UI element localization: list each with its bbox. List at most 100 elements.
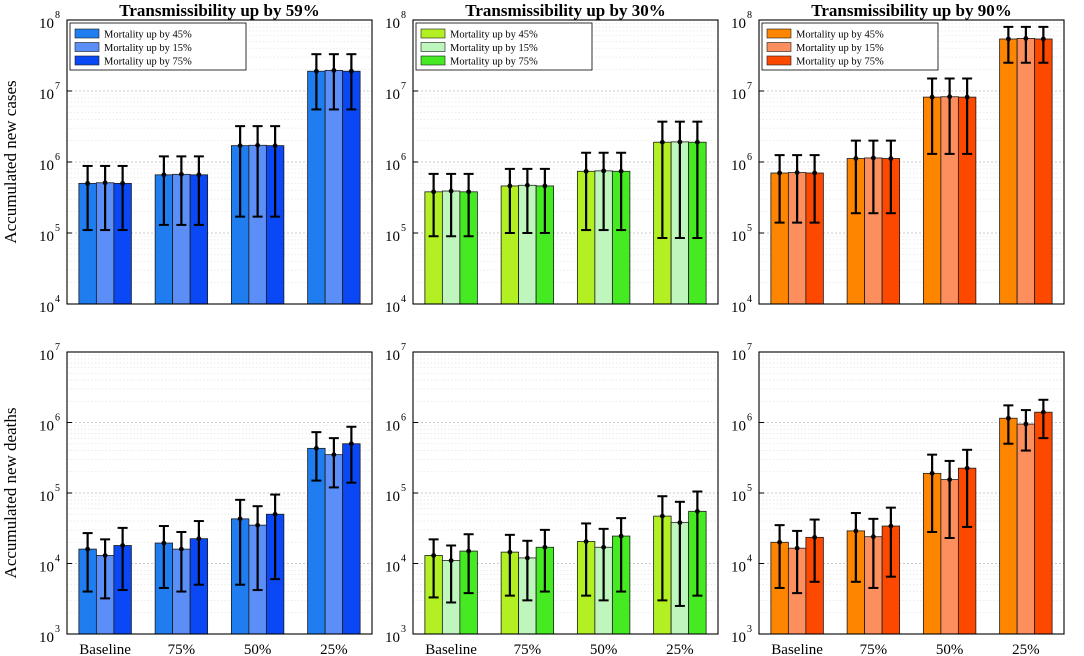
y-tick-exponent: 7 (401, 342, 406, 353)
data-point (794, 545, 800, 551)
legend-swatch (74, 55, 100, 66)
y-tick-exponent: 6 (747, 152, 752, 163)
legend-label: Mortality up by 15% (450, 43, 538, 54)
data-point (1005, 415, 1011, 421)
y-tick-exponent: 8 (55, 10, 60, 21)
x-tick-label: 50% (936, 642, 964, 656)
data-point (178, 171, 184, 177)
x-tick-label: 25% (666, 642, 694, 656)
legend-swatch (420, 42, 446, 52)
data-point (853, 156, 859, 161)
x-tick-label: Baseline (771, 642, 823, 656)
data-point (348, 441, 354, 447)
y-tick-exponent: 6 (55, 413, 60, 424)
legend-box (415, 22, 593, 71)
data-point (659, 139, 665, 145)
data-point (272, 143, 278, 149)
y-tick-label: 10 (39, 419, 54, 435)
x-tick-label: 75% (168, 642, 196, 656)
data-point (964, 465, 970, 471)
y-tick-exponent: 6 (401, 413, 406, 424)
y-tick-exponent: 3 (401, 624, 406, 635)
y-tick-label: 10 (39, 560, 54, 576)
data-point (870, 534, 876, 540)
legend-label: Mortality up by 75% (796, 57, 884, 68)
y-tick-label: 10 (385, 87, 400, 103)
data-point (255, 142, 261, 148)
data-point (1040, 36, 1046, 42)
legend-label: Mortality up by 45% (450, 30, 538, 41)
y-tick-label: 10 (731, 158, 746, 174)
axes-frame (66, 19, 373, 305)
legend-swatch (766, 55, 792, 66)
y-tick-label: 10 (39, 16, 54, 32)
y-tick-label: 10 (39, 87, 54, 103)
x-tick-label: Baseline (425, 642, 477, 656)
axes-frame (412, 351, 719, 635)
legend-swatch (420, 55, 446, 66)
data-point (120, 543, 126, 548)
data-point (178, 546, 184, 552)
data-point (947, 477, 953, 482)
axes-frame (758, 351, 1065, 635)
data-point (507, 549, 513, 555)
data-point (466, 189, 472, 195)
panel-title: Transmissibility up by 30% (465, 1, 665, 20)
data-point (929, 470, 935, 476)
data-point (196, 172, 202, 178)
x-tick-label: 75% (514, 642, 542, 656)
y-tick-exponent: 5 (747, 483, 752, 494)
data-point (677, 139, 683, 145)
y-tick-exponent: 6 (401, 152, 406, 163)
y-tick-label: 10 (731, 16, 746, 32)
y-tick-label: 10 (39, 489, 54, 505)
y-tick-label: 10 (385, 158, 400, 174)
y-tick-exponent: 7 (55, 342, 60, 353)
y-tick-exponent: 5 (55, 223, 60, 234)
y-tick-exponent: 5 (747, 223, 752, 234)
y-tick-label: 10 (385, 348, 400, 364)
y-axis-label: Accumulated new deaths (1, 408, 20, 579)
data-point (448, 188, 454, 194)
legend: Mortality up by 45% Mortality up by 15% Mo… (69, 22, 247, 71)
y-tick-label: 10 (385, 560, 400, 576)
bar (1034, 38, 1053, 305)
legend-label: Mortality up by 45% (796, 30, 884, 41)
data-point (331, 452, 337, 458)
y-tick-exponent: 4 (401, 294, 406, 305)
legend-label: Mortality up by 45% (104, 30, 192, 41)
x-tick-label: 25% (320, 642, 348, 656)
data-point (524, 555, 530, 561)
data-point (1023, 36, 1029, 41)
bar (999, 38, 1018, 305)
y-tick-exponent: 5 (401, 483, 406, 494)
data-point (777, 170, 783, 176)
y-tick-label: 10 (385, 16, 400, 32)
y-tick-exponent: 4 (747, 554, 752, 565)
data-point (161, 172, 167, 178)
data-point (237, 143, 243, 149)
data-point (102, 553, 108, 558)
y-tick-exponent: 6 (747, 413, 752, 424)
axes-frame (412, 19, 719, 305)
y-tick-exponent: 3 (747, 624, 752, 635)
y-tick-exponent: 3 (55, 624, 60, 635)
legend-box (69, 22, 247, 71)
data-point (507, 183, 513, 189)
data-point (1005, 36, 1011, 42)
x-tick-label: 50% (590, 642, 618, 656)
legend-label: Mortality up by 15% (104, 43, 192, 54)
y-tick-exponent: 4 (747, 294, 752, 305)
data-point (853, 528, 859, 534)
y-tick-label: 10 (39, 630, 54, 646)
y-tick-exponent: 4 (55, 554, 60, 565)
data-point (583, 168, 589, 174)
data-point (601, 168, 607, 174)
data-point (348, 68, 354, 74)
